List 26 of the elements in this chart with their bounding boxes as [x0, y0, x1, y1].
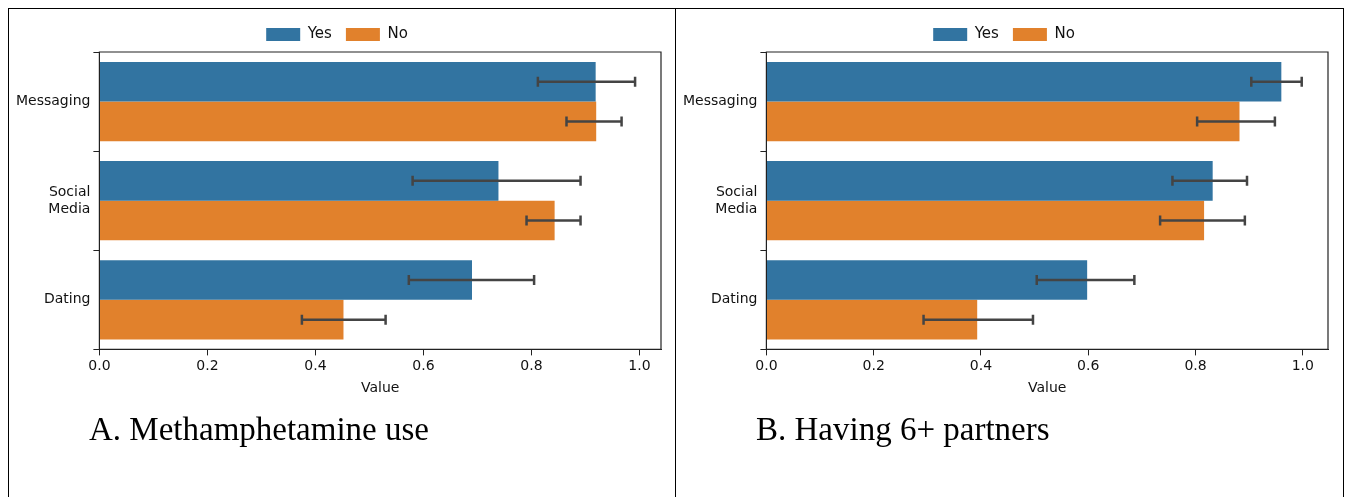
legend-label: Yes [306, 24, 333, 43]
x-tick-label: 0.0 [88, 357, 111, 374]
y-tick-label: Dating [43, 290, 91, 307]
legend-label: No [387, 24, 408, 43]
x-axis-title: Value [360, 379, 400, 396]
x-tick-label: 0.2 [862, 357, 885, 374]
y-tick-label: Dating [710, 290, 758, 307]
x-tick-label: 0.2 [196, 357, 219, 374]
x-tick-label: 0.0 [755, 357, 778, 374]
x-axis-title: Value [1027, 379, 1067, 396]
legend-label: Yes [973, 24, 1000, 43]
x-tick-label: 0.6 [1077, 357, 1100, 374]
x-tick-label: 0.4 [304, 357, 327, 374]
text: A. Methamphetamine use [88, 411, 430, 448]
x-tick-label: 0.6 [412, 357, 435, 374]
y-tick-label: Messaging [15, 92, 91, 109]
x-tick-label: 0.8 [520, 357, 543, 374]
y-tick-label: Social Media [715, 182, 758, 216]
x-tick-label: 1.0 [1291, 357, 1314, 374]
x-tick-label: 1.0 [628, 357, 651, 374]
y-tick-label: Social Media [48, 182, 91, 216]
legend-label: No [1054, 24, 1075, 43]
y-tick-label: Messaging [682, 92, 758, 109]
text: B. Having 6+ partners [755, 411, 1051, 448]
x-tick-label: 0.4 [969, 357, 993, 374]
x-tick-label: 0.8 [1184, 357, 1207, 374]
